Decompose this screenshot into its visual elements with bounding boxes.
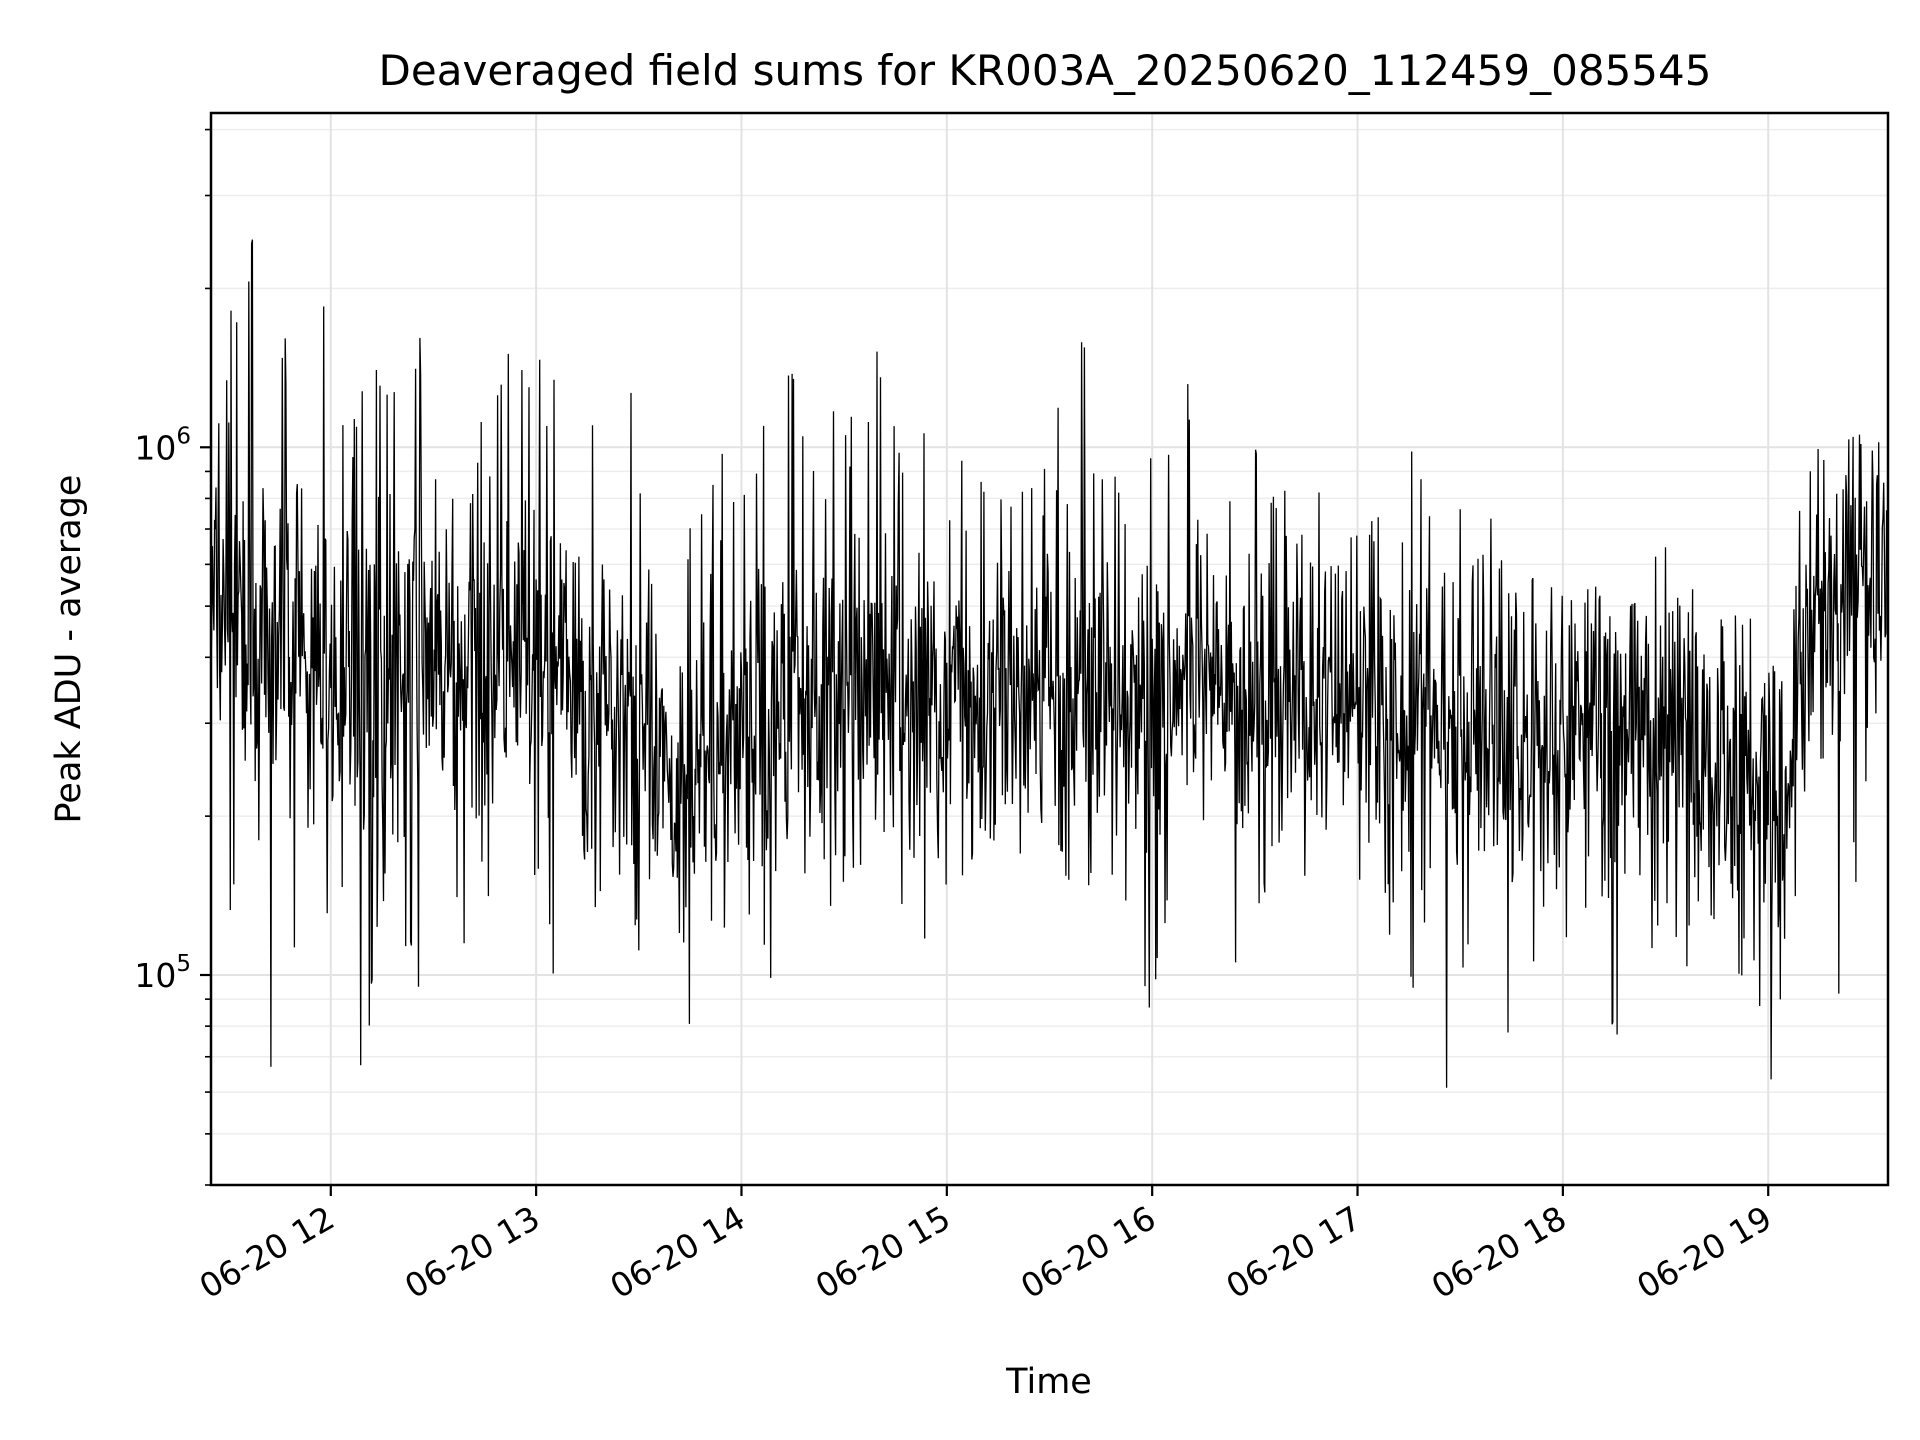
series-line [210, 239, 1888, 1088]
chart-title: Deaveraged field sums for KR003A_2025062… [379, 46, 1712, 95]
plot-frame [209, 111, 1890, 1187]
y-axis: 105 106 [134, 128, 211, 1186]
grid [211, 113, 1888, 1186]
y-axis-label: Peak ADU - average [49, 475, 89, 824]
x-axis-label: Time [1005, 1362, 1092, 1402]
y-tick-label: 106 [134, 423, 191, 467]
data-series [210, 239, 1888, 1088]
y-tick-label: 105 [134, 951, 191, 995]
